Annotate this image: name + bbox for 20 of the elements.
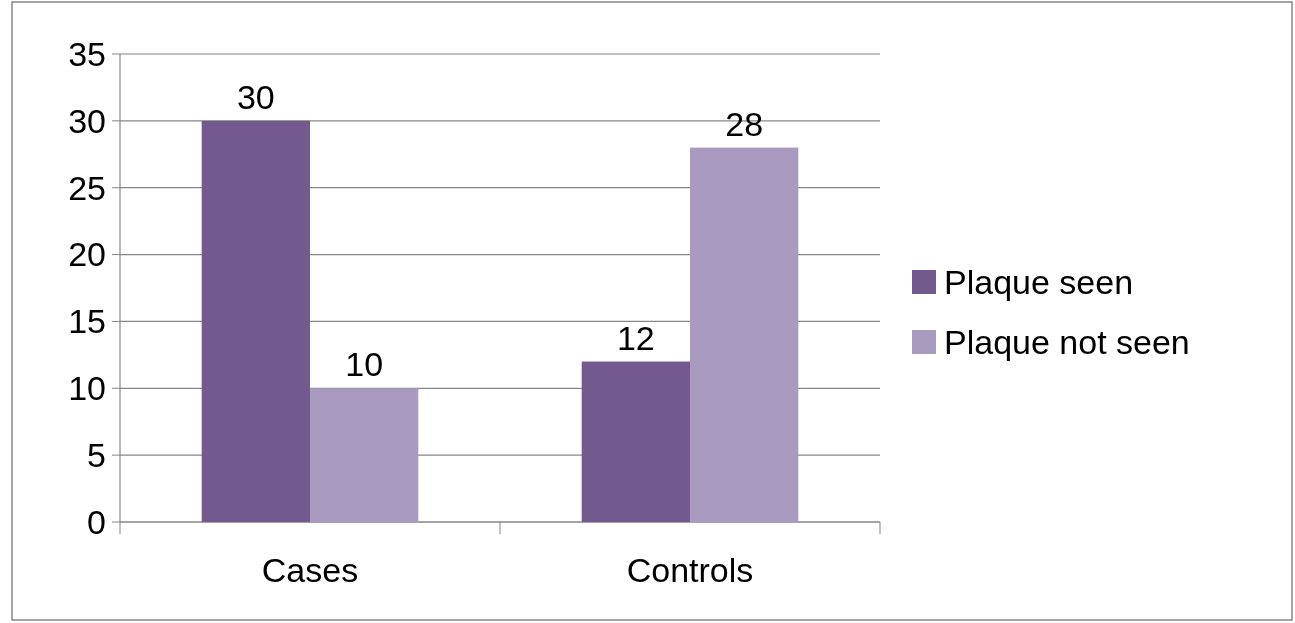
y-tick-label: 0	[87, 502, 106, 541]
bar	[310, 388, 419, 522]
y-tick-label: 10	[68, 369, 106, 408]
data-label: 28	[725, 104, 764, 143]
y-tick-label: 30	[68, 101, 106, 140]
y-tick-label: 25	[68, 168, 106, 207]
bar	[581, 361, 690, 522]
bar	[201, 120, 310, 522]
data-label: 30	[236, 77, 275, 116]
bar	[690, 147, 799, 522]
legend-label: Plaque seen	[944, 262, 1134, 301]
y-tick-label: 5	[87, 436, 106, 475]
legend-label: Plaque not seen	[944, 322, 1190, 361]
x-tick-label: Cases	[261, 551, 359, 589]
y-tick-label: 15	[68, 302, 106, 341]
x-tick-label: Controls	[626, 551, 754, 589]
y-tick-label: 35	[68, 34, 106, 73]
y-tick-label: 20	[68, 235, 106, 274]
data-label: 12	[616, 318, 655, 357]
data-label: 10	[345, 345, 384, 384]
